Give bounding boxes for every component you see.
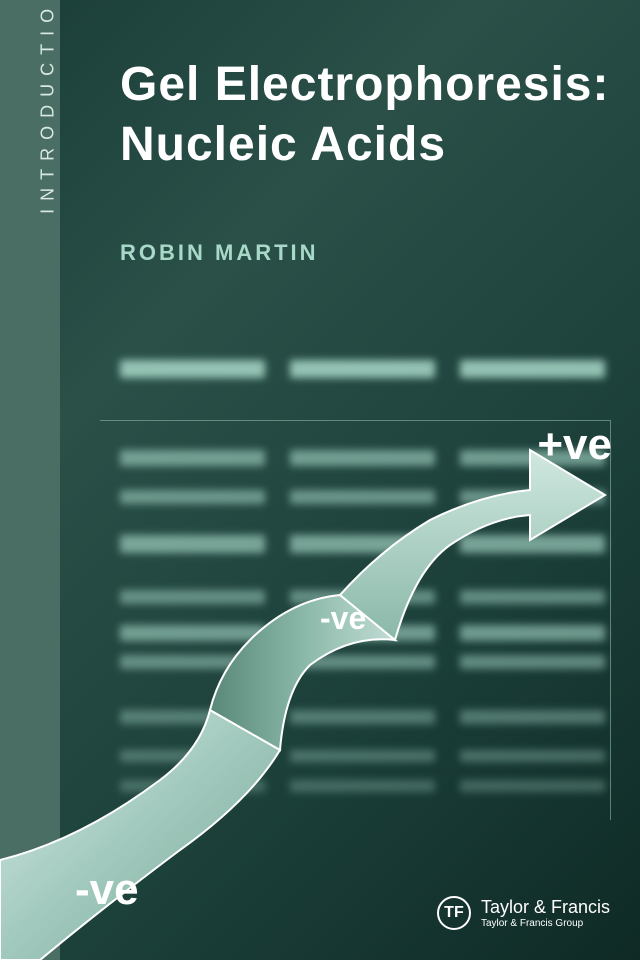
publisher-name: Taylor & Francis	[481, 897, 610, 918]
gel-band	[460, 360, 605, 378]
publisher-text: Taylor & Francis Taylor & Francis Group	[481, 897, 610, 929]
publisher-group: Taylor & Francis Group	[481, 918, 610, 929]
book-title: Gel Electrophoresis: Nucleic Acids	[120, 55, 609, 175]
series-label: INTRODUCTION TO BIOTECHNIQUES	[38, 0, 59, 214]
negative-label-mid: -ve	[320, 600, 366, 637]
gel-band	[120, 360, 265, 378]
gel-band	[290, 360, 435, 378]
publisher-block: TF Taylor & Francis Taylor & Francis Gro…	[437, 896, 610, 930]
title-line-2: Nucleic Acids	[120, 115, 609, 175]
negative-label-bottom: -ve	[75, 865, 139, 915]
title-line-1: Gel Electrophoresis:	[120, 55, 609, 115]
publisher-logo-icon: TF	[437, 896, 471, 930]
author-name: ROBIN MARTIN	[120, 240, 319, 266]
